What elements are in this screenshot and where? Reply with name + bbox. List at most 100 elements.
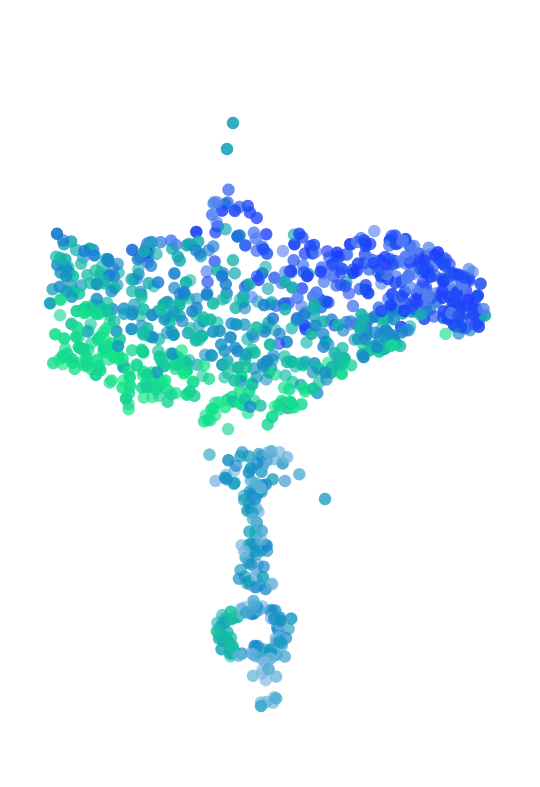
scatter-point-853 [166, 242, 179, 255]
scatter-point-688 [350, 264, 363, 277]
scatter-point-690 [307, 238, 321, 252]
scatter-point-462 [308, 319, 322, 332]
scatter-point-854 [319, 366, 332, 379]
scatter-point-835 [167, 328, 180, 342]
scatter-point-503 [330, 279, 343, 292]
scatter-point-205 [346, 299, 360, 313]
scatter-point-842 [152, 344, 165, 358]
scatter-point-687 [126, 243, 139, 257]
scatter-point-850 [89, 307, 103, 320]
scatter-point-684 [395, 290, 409, 303]
scatter-point-953 [255, 533, 268, 546]
scatter-point-373 [137, 391, 150, 404]
scatter-point-705 [98, 333, 111, 346]
scatter-point-793 [428, 269, 442, 282]
scatter-point-892 [229, 459, 243, 472]
scatter-point-899 [242, 466, 256, 479]
scatter-point-825 [289, 360, 302, 373]
scatter-point-683 [54, 293, 67, 306]
scatter-point-773 [77, 342, 90, 356]
scatter-point-836 [220, 358, 233, 371]
scatter-point-844 [414, 308, 427, 321]
scatter-point-819 [111, 339, 125, 353]
scatter-point-851 [250, 370, 263, 384]
scatter-point-599 [206, 208, 219, 221]
scatter-point-760 [402, 251, 415, 264]
scatter-point-554 [250, 244, 263, 257]
scatter-point-777 [140, 368, 153, 381]
scatter-point-1054 [226, 116, 240, 130]
point-layer [43, 116, 492, 713]
scatter-point-417 [295, 282, 309, 295]
scatter-point-166 [47, 356, 60, 370]
scatter-point-662 [90, 292, 103, 306]
scatter-point-804 [116, 352, 129, 365]
scatter-point-222 [317, 340, 330, 353]
scatter-point-816 [56, 349, 69, 363]
scatter-point-498 [337, 324, 350, 337]
scatter-point-1056 [318, 492, 332, 506]
scatter-point-1044 [246, 669, 260, 682]
scatter-point-795 [314, 265, 327, 278]
scatter-point-556 [92, 359, 106, 372]
scatter-point-859 [183, 354, 196, 367]
scatter-point-1053 [269, 670, 283, 683]
scatter-point-934 [273, 446, 286, 459]
scatter-point-838 [238, 301, 252, 315]
scatter-point-483 [123, 371, 136, 384]
scatter-point-895 [203, 448, 216, 461]
scatter-point-552 [211, 196, 224, 209]
scatter-point-754 [154, 303, 168, 317]
scatter-point-914 [234, 450, 247, 463]
scatter-point-780 [310, 286, 323, 299]
scatter-point-473 [43, 297, 57, 310]
scatter-point-570 [218, 400, 232, 414]
scatter-point-725 [368, 326, 382, 339]
scatter-point-679 [279, 303, 292, 316]
scatter-point-1033 [268, 612, 281, 626]
scatter-point-799 [205, 403, 218, 416]
scatter-point-906 [251, 457, 264, 470]
scatter-point-408 [200, 288, 213, 301]
scatter-point-786 [384, 339, 398, 353]
scatter-point-924 [232, 572, 246, 585]
scatter-point-721 [123, 380, 137, 393]
scatter-point-678 [357, 350, 370, 364]
scatter-point-1034 [224, 605, 237, 618]
scatter-point-531 [151, 276, 165, 289]
scatter-point-347 [276, 244, 290, 258]
scatter-point-801 [404, 281, 418, 294]
scatter-point-715 [263, 338, 277, 351]
scatter-point-756 [345, 359, 358, 372]
scatter-point-809 [429, 249, 442, 262]
scatter-point-693 [437, 257, 450, 270]
scatter-point-1039 [275, 636, 288, 649]
scatter-point-779 [279, 369, 292, 382]
scatter-point-781 [59, 253, 72, 266]
scatter-point-210 [154, 236, 167, 249]
scatter-point-813 [77, 306, 91, 320]
scatter-point-858 [375, 305, 388, 318]
scatter-point-636 [56, 234, 70, 247]
scatter-point-767 [422, 289, 435, 302]
scatter-point-538 [186, 305, 199, 318]
scatter-point-1055 [220, 142, 234, 156]
scatter-point-769 [442, 270, 456, 283]
scatter-point-625 [165, 388, 178, 401]
scatter-point-588 [195, 329, 208, 343]
scatter-point-946 [218, 471, 232, 484]
scatter-point-682 [173, 254, 186, 267]
scatter-point-143 [200, 265, 213, 278]
scatter-point-633 [288, 401, 301, 414]
scatter-point-395 [69, 330, 83, 343]
scatter-point-712 [60, 262, 73, 275]
scatter-point-602 [233, 200, 246, 214]
scatter-point-524 [224, 331, 237, 344]
scatter-point-660 [240, 360, 253, 374]
scatter-point-642 [293, 227, 306, 240]
scatter-point-787 [144, 236, 157, 249]
scatter-point-653 [250, 321, 263, 334]
scatter-point-670 [359, 333, 372, 346]
scatter-point-475 [272, 337, 286, 350]
